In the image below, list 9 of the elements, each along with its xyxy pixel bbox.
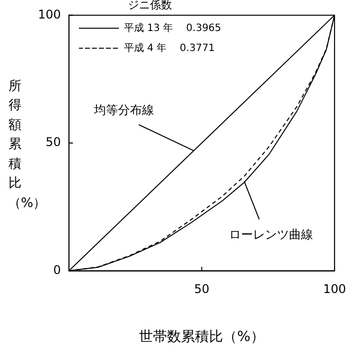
annotation: 均等分布線 xyxy=(92,102,154,117)
legend-label: 平成 13 年 0.3965 xyxy=(124,22,222,34)
y-axis-title: 所得額累積比（%） xyxy=(8,78,46,213)
y-tick-label: 50 xyxy=(46,135,61,150)
annotation: ローレンツ曲線 xyxy=(229,227,314,242)
y-tick-label: 100 xyxy=(38,7,61,22)
y-tick-label: 0 xyxy=(53,262,61,277)
legend-label: 平成 4 年 0.3771 xyxy=(124,42,215,54)
x-axis-title: 世帯数累積比（%） xyxy=(139,329,264,346)
